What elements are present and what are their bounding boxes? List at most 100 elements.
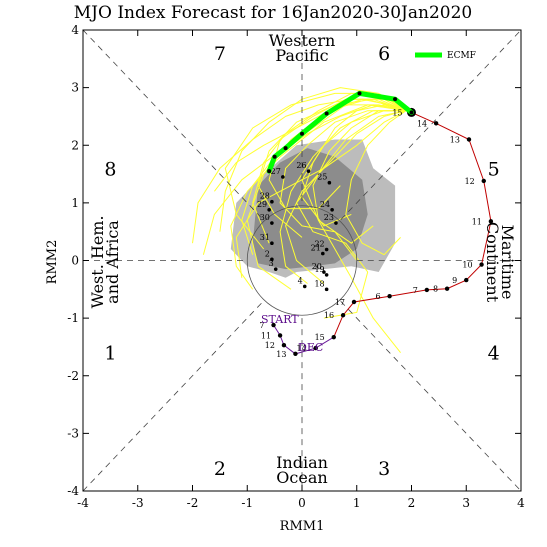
phase-label-4: 4 [488,343,500,365]
series-line-ecmf [266,90,414,174]
observed-point-16 [466,137,472,142]
track-day-label-12: 28 [260,192,270,201]
track-day-label-3: 19 [314,265,324,274]
track-point-13 [267,207,271,212]
y-tick-label: 3 [71,81,79,95]
observed-day-label-17: 14 [417,119,427,128]
region-bottom-line1: Indian [276,453,328,472]
ensemble-member-12 [296,110,407,319]
x-tick-label: -3 [132,496,144,510]
series-point-1 [409,110,414,115]
ensemble-member-8 [219,87,407,232]
y-tick-label: -3 [67,426,79,440]
ensemble-member-15 [235,110,407,278]
track-day-label-17: 3 [269,259,274,268]
phase-label-2: 2 [214,458,226,480]
y-tick-label: 1 [71,196,79,210]
track-day-label-11: 27 [271,167,281,176]
observed-day-label-13: 10 [462,261,472,270]
y-axis-title: RMM2 [45,240,60,285]
x-tick-label: 0 [298,496,306,510]
phase-guides [82,29,522,492]
series-point-5 [300,131,304,136]
track-day-label-9: 25 [317,173,327,182]
track-point-12 [270,199,274,204]
region-right-line1: Maritime [498,225,517,300]
region-left-line1: West. Hem. [88,215,107,308]
track-day-label-10: 26 [296,161,306,170]
phase-label-5: 5 [488,158,500,180]
track-day-label-8: 24 [320,200,330,209]
region-left-line2: and Africa [103,220,122,304]
ensemble-member-18 [192,98,407,244]
track-point-11 [281,175,285,179]
y-tick-label: -2 [67,369,79,383]
observed-day-label-9: 6 [376,292,381,301]
phase-label-7: 7 [214,43,226,65]
series-point-6 [283,146,288,151]
observed-day-label-15: 12 [465,177,475,186]
observed-point-11 [444,286,450,291]
observed-day-label-12: 9 [452,276,457,285]
observed-day-label-5: 14 [297,344,307,353]
x-axis-title: RMM1 [280,519,325,534]
track-point-6 [324,247,329,252]
ensemble-member-19 [312,110,406,354]
phase-label-6: 6 [378,43,390,65]
track-day-label-4: 20 [312,262,322,271]
track-point-1 [302,284,307,289]
x-tick-label: 1 [353,496,361,510]
track-point-7 [334,221,338,225]
observed-day-label-2: 11 [261,331,271,340]
track-day-label-1: 4 [298,276,303,285]
track-point-10 [306,169,311,173]
series-point-2 [393,97,398,102]
track-day-label-14: 30 [260,213,270,222]
phase-label-1: 1 [104,343,116,365]
series-point-4 [324,111,329,116]
observed-point-12 [464,277,469,283]
y-tick-label: 4 [71,23,79,37]
chart-title: MJO Index Forecast for 16Jan2020-30Jan20… [74,3,472,23]
x-tick-label: 3 [462,496,470,510]
track-day-label-5: 21 [311,244,321,253]
track-point-5 [321,251,325,256]
observed-point-2 [277,333,283,338]
observed-day-label-18: 15 [392,108,402,117]
x-tick-label: 2 [408,496,416,510]
observed-point-1 [271,322,276,328]
observed-point-7 [340,313,346,318]
x-tick-label: -2 [187,496,199,510]
observed-day-label-16: 13 [450,135,460,144]
region-right-line2: Continent [483,222,502,303]
track-point-4 [322,270,326,274]
track-point-14 [270,221,274,225]
y-tick-label: 0 [71,254,79,268]
ensemble-members [192,87,407,354]
series-point-7 [272,154,277,159]
track-point-16 [270,257,274,262]
observed-day-label-1: 7 [259,321,264,330]
legend-label-ecmf: ECMF [447,51,476,61]
observed-point-4 [293,351,298,357]
track-point-2 [324,287,329,292]
track-day-label-6: 22 [314,240,324,249]
forecast-series [266,90,414,174]
y-tick-label: -1 [67,311,79,325]
x-tick-label: -1 [241,496,253,510]
observed-point-10 [424,287,430,293]
series-point-8 [267,169,272,174]
observed-day-label-10: 7 [413,286,418,295]
observed-point-3 [281,343,287,348]
region-top-line1: Western [269,31,336,50]
region-top-line2: Pacific [275,46,328,65]
observed-day-label-8: 17 [335,298,345,307]
phase-label-3: 3 [378,458,390,480]
x-tick-label: 4 [517,496,525,510]
observed-day-label-7: 16 [324,311,334,320]
track-point-3 [324,273,329,277]
observed-day-label-3: 12 [265,341,275,350]
